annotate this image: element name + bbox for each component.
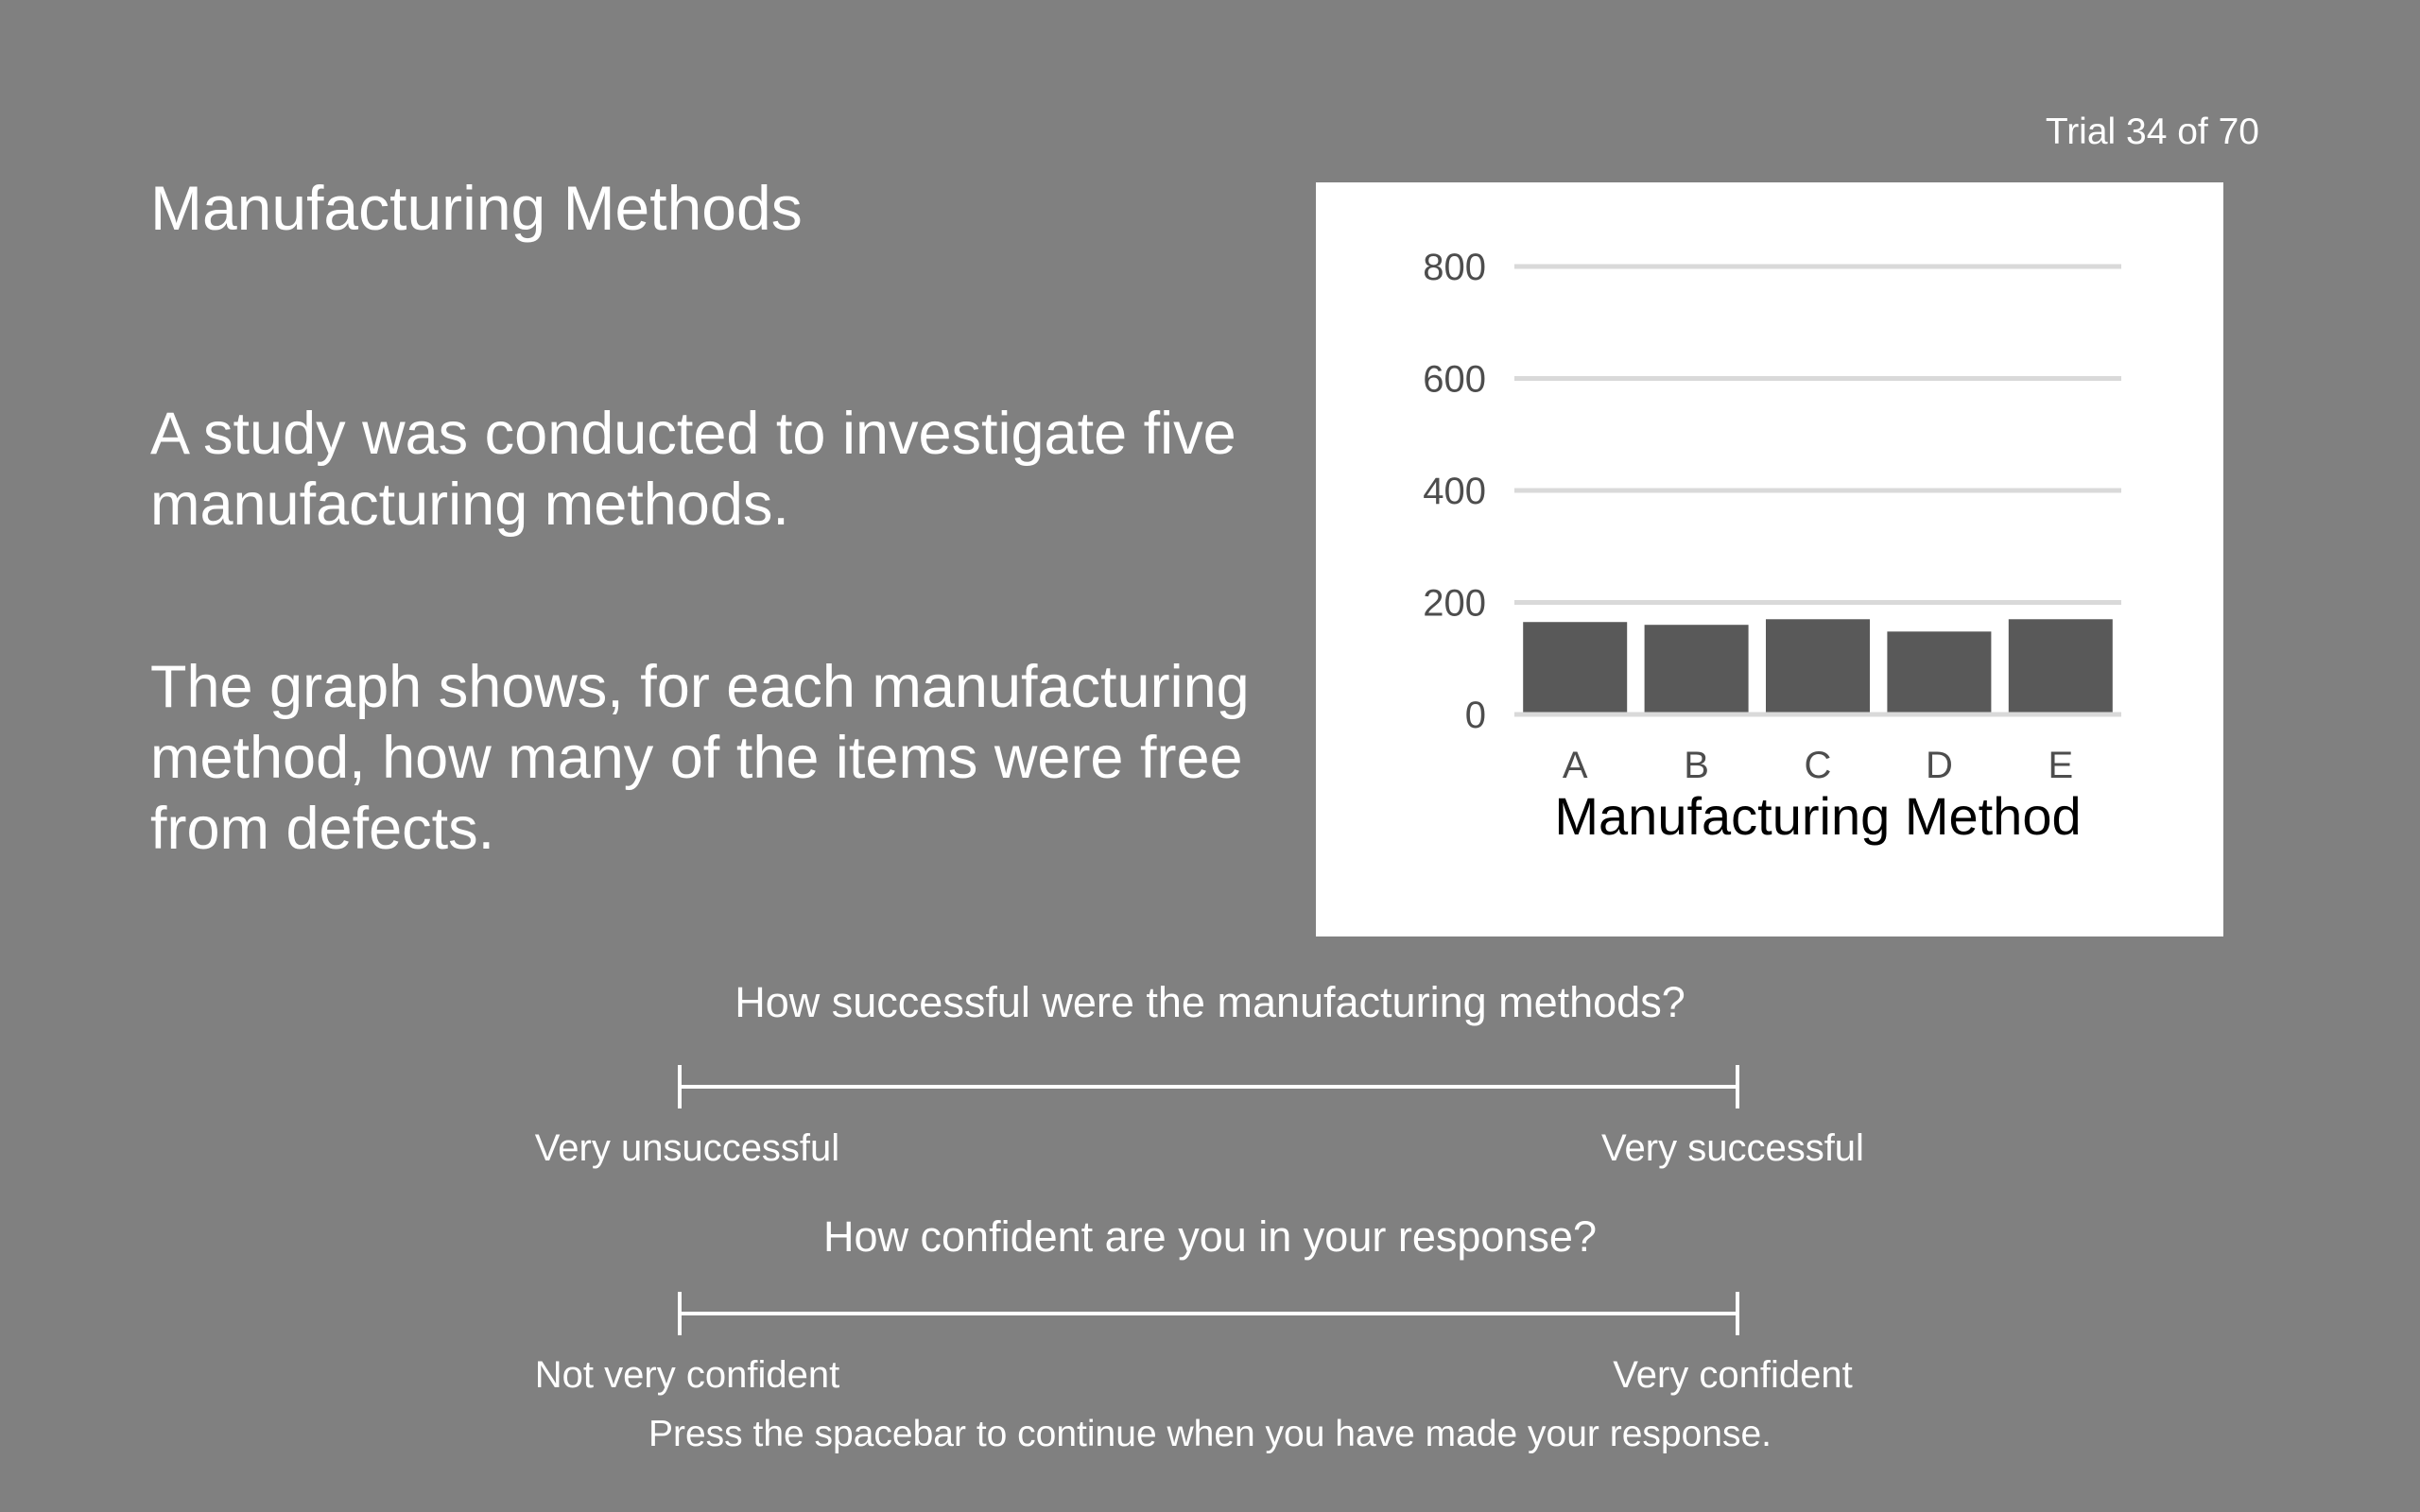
question-confidence: How confident are you in your response? bbox=[823, 1212, 1597, 1261]
question-success: How successful were the manufacturing me… bbox=[735, 978, 1685, 1026]
confidence-scale-right-label: Very confident bbox=[1613, 1354, 1853, 1396]
confidence-scale-left-label: Not very confident bbox=[534, 1354, 840, 1396]
x-tick-label-A: A bbox=[1563, 745, 1588, 786]
success-scale-left-label: Very unsuccessful bbox=[534, 1127, 840, 1169]
confidence-scale-left-tick bbox=[678, 1292, 682, 1335]
success-scale-left-tick bbox=[678, 1065, 682, 1108]
chart-panel: 0 200 400 600 800 A B C D E Manufacturing Method bbox=[1316, 182, 2223, 936]
bar-E bbox=[2008, 619, 2113, 714]
success-scale-right-tick bbox=[1736, 1065, 1739, 1108]
study-description: A study was conducted to investigate fiv… bbox=[150, 401, 1236, 538]
y-tick-label-600: 600 bbox=[1423, 359, 1486, 401]
success-scale-right-label: Very successful bbox=[1601, 1127, 1864, 1169]
confidence-scale-line[interactable] bbox=[678, 1312, 1739, 1315]
x-tick-label-E: E bbox=[2048, 745, 2073, 786]
success-scale-line[interactable] bbox=[678, 1085, 1739, 1089]
x-tick-label-C: C bbox=[1805, 745, 1832, 786]
page-title: Manufacturing Methods bbox=[150, 173, 803, 243]
y-tick-label-200: 200 bbox=[1423, 583, 1486, 625]
y-tick-label-800: 800 bbox=[1423, 247, 1486, 288]
confidence-rating-scale[interactable] bbox=[678, 1292, 1739, 1335]
y-tick-label-400: 400 bbox=[1423, 471, 1486, 512]
x-axis-title: Manufacturing Method bbox=[1554, 786, 2081, 846]
y-tick-label-0: 0 bbox=[1465, 695, 1486, 736]
bar-B bbox=[1644, 625, 1749, 714]
graph-description: The graph shows, for each manufacturing … bbox=[150, 654, 1250, 862]
x-tick-label-D: D bbox=[1926, 745, 1953, 786]
continue-instruction: Press the spacebar to continue when you … bbox=[648, 1414, 1772, 1454]
success-rating-scale[interactable] bbox=[678, 1065, 1739, 1108]
bar-D bbox=[1887, 631, 1992, 714]
x-tick-label-B: B bbox=[1684, 745, 1709, 786]
bar-C bbox=[1766, 619, 1870, 714]
bar-A bbox=[1523, 622, 1628, 714]
trial-counter: Trial 34 of 70 bbox=[2045, 112, 2259, 152]
confidence-scale-right-tick bbox=[1736, 1292, 1739, 1335]
